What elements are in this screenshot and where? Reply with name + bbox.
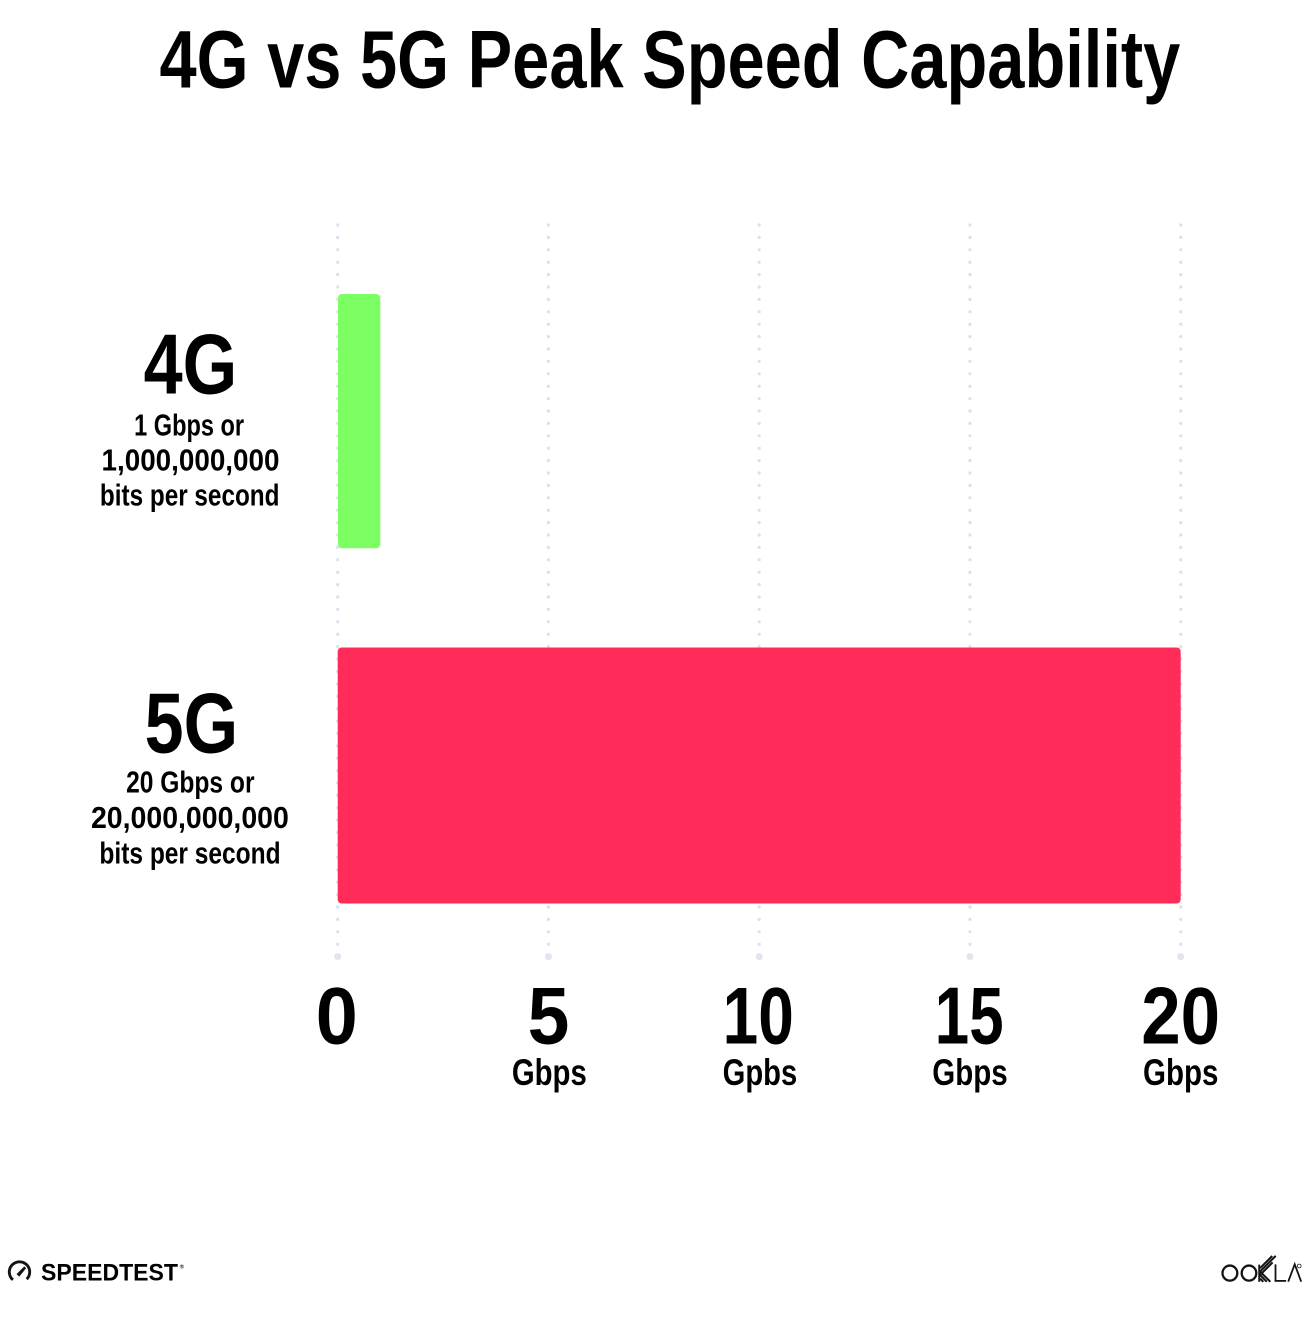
svg-text:5: 5 (528, 972, 570, 1061)
svg-text:4G: 4G (144, 316, 238, 412)
svg-text:10: 10 (723, 971, 794, 1061)
svg-text:0: 0 (316, 970, 358, 1061)
svg-text:1 Gbps or: 1 Gbps or (134, 407, 244, 442)
svg-text:bits per second: bits per second (99, 836, 280, 870)
svg-text:5G: 5G (145, 675, 238, 771)
svg-text:Gbps: Gbps (932, 1053, 1007, 1094)
svg-text:20 Gbps or: 20 Gbps or (126, 765, 255, 799)
svg-text:SPEEDTEST: SPEEDTEST (41, 1260, 178, 1287)
svg-text:Gpbs: Gpbs (723, 1053, 798, 1094)
svg-text:15: 15 (935, 972, 1004, 1062)
svg-text:®: ® (180, 1263, 185, 1270)
svg-text:1,000,000,000: 1,000,000,000 (102, 444, 280, 477)
svg-text:20: 20 (1141, 971, 1220, 1061)
svg-text:Gbps: Gbps (1143, 1053, 1218, 1094)
svg-text:4G vs 5G Peak Speed Capability: 4G vs 5G Peak Speed Capability (160, 13, 1181, 105)
svg-text:Gbps: Gbps (512, 1053, 587, 1094)
svg-text:20,000,000,000: 20,000,000,000 (91, 801, 289, 835)
svg-text:bits per second: bits per second (100, 478, 280, 512)
